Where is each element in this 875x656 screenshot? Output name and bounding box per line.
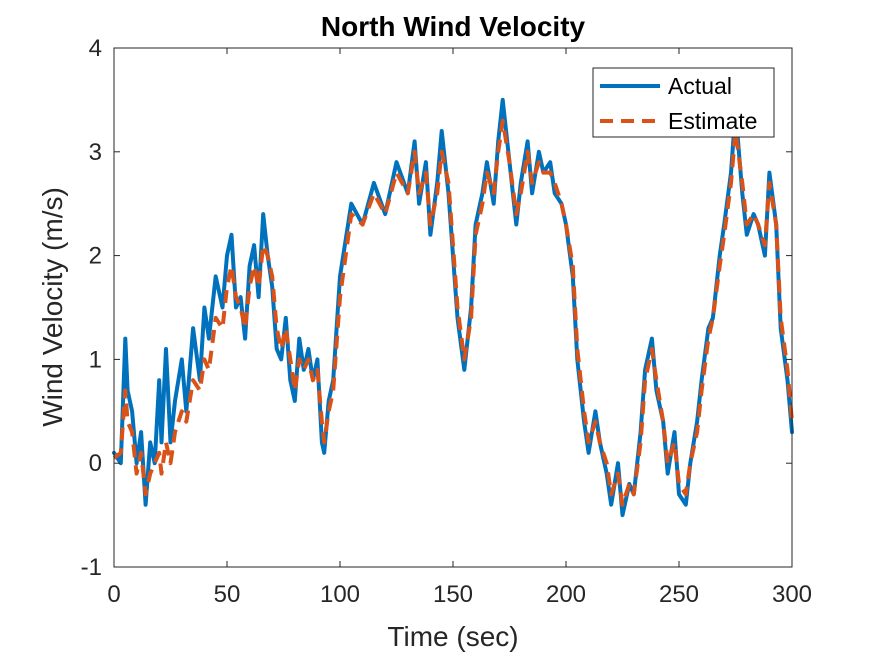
- x-tick-label: 0: [107, 581, 120, 608]
- y-axis-label: Wind Velocity (m/s): [37, 187, 68, 427]
- y-tick-label: 0: [89, 450, 102, 477]
- series-line-estimate: [112, 118, 794, 507]
- y-tick-label: 3: [89, 139, 102, 166]
- y-tick-label: 1: [89, 346, 102, 373]
- x-axis: 0 50 100 150 200 250 300: [107, 48, 812, 608]
- x-tick-label: 200: [546, 581, 586, 608]
- legend-label-actual: Actual: [668, 73, 732, 99]
- chart-title: North Wind Velocity: [321, 11, 586, 42]
- x-tick-label: 300: [772, 581, 812, 608]
- x-tick-label: 100: [320, 581, 360, 608]
- legend-box: [592, 67, 775, 138]
- x-tick-label: 150: [433, 581, 473, 608]
- x-axis-label: Time (sec): [387, 621, 518, 652]
- y-tick-label: 2: [89, 243, 102, 270]
- legend-label-estimate: Estimate: [668, 108, 757, 134]
- x-tick-label: 250: [659, 581, 699, 608]
- y-tick-label: -1: [81, 554, 102, 581]
- y-axis: -1 0 1 2 3 4: [81, 35, 792, 581]
- x-tick-label: 50: [214, 581, 241, 608]
- legend: Actual Estimate: [592, 67, 775, 138]
- y-tick-label: 4: [89, 35, 102, 62]
- series-layer: [112, 97, 794, 518]
